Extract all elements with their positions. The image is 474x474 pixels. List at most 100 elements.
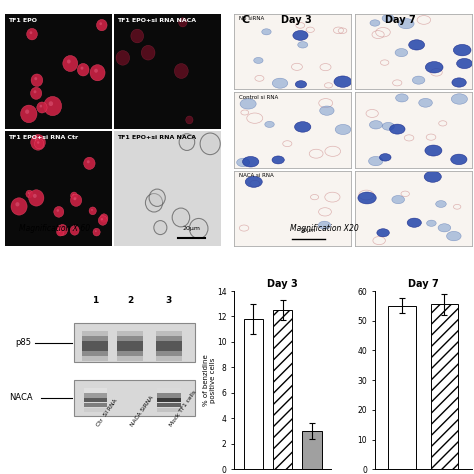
Circle shape — [34, 77, 37, 80]
Circle shape — [131, 29, 144, 43]
Circle shape — [87, 160, 90, 164]
Bar — [156, 346, 182, 351]
Circle shape — [141, 46, 155, 60]
Circle shape — [392, 195, 404, 204]
Circle shape — [73, 197, 76, 201]
Y-axis label: % of benzidine
positive cells: % of benzidine positive cells — [202, 354, 216, 406]
Circle shape — [67, 60, 71, 64]
Circle shape — [147, 195, 161, 210]
Circle shape — [335, 124, 351, 135]
Circle shape — [265, 121, 274, 128]
Circle shape — [91, 209, 93, 211]
Circle shape — [243, 156, 259, 167]
Circle shape — [89, 207, 96, 215]
Circle shape — [436, 201, 446, 208]
Circle shape — [174, 64, 188, 79]
Circle shape — [254, 57, 263, 64]
Circle shape — [100, 214, 108, 222]
Circle shape — [63, 55, 78, 72]
Circle shape — [319, 221, 331, 229]
Text: C: C — [242, 15, 250, 25]
Circle shape — [37, 141, 39, 144]
Circle shape — [380, 154, 391, 161]
Bar — [388, 306, 416, 469]
Bar — [117, 341, 143, 346]
Circle shape — [319, 106, 334, 115]
Circle shape — [56, 228, 64, 236]
Circle shape — [94, 69, 98, 73]
Circle shape — [31, 135, 46, 150]
Circle shape — [31, 74, 43, 87]
Circle shape — [382, 14, 394, 22]
Circle shape — [98, 216, 107, 225]
Circle shape — [358, 192, 376, 204]
Text: 3: 3 — [166, 296, 172, 305]
Circle shape — [412, 76, 425, 84]
Text: Control si RNA: Control si RNA — [239, 95, 278, 100]
Circle shape — [25, 109, 29, 114]
Bar — [83, 393, 107, 398]
Circle shape — [186, 116, 193, 124]
Circle shape — [44, 96, 62, 116]
Bar — [156, 356, 182, 361]
Circle shape — [369, 120, 383, 129]
Circle shape — [30, 87, 42, 100]
Circle shape — [407, 218, 421, 228]
Bar — [156, 331, 182, 336]
Text: TF1 EPO+si RNA NACA: TF1 EPO+si RNA NACA — [117, 135, 196, 140]
Bar — [273, 310, 292, 469]
Circle shape — [26, 190, 33, 198]
Circle shape — [447, 231, 461, 241]
Text: p85: p85 — [16, 338, 32, 347]
Bar — [157, 398, 181, 402]
Circle shape — [179, 18, 187, 27]
Circle shape — [59, 230, 61, 232]
Circle shape — [34, 90, 36, 93]
Text: No siRNA: No siRNA — [239, 17, 264, 21]
Circle shape — [77, 64, 89, 76]
Bar — [83, 408, 107, 412]
Bar — [157, 393, 181, 398]
Circle shape — [453, 45, 471, 56]
Bar — [117, 356, 143, 361]
Circle shape — [398, 18, 414, 29]
Text: Mock TF1 cells: Mock TF1 cells — [169, 390, 198, 428]
Circle shape — [84, 157, 95, 170]
Circle shape — [11, 198, 27, 215]
Circle shape — [295, 81, 307, 88]
Circle shape — [100, 22, 102, 25]
Text: NACA: NACA — [9, 393, 33, 402]
Circle shape — [451, 94, 467, 104]
Circle shape — [150, 191, 164, 205]
Circle shape — [451, 154, 467, 164]
Text: 20μm: 20μm — [301, 228, 316, 233]
Circle shape — [102, 216, 104, 218]
Circle shape — [155, 222, 166, 234]
Circle shape — [49, 101, 53, 106]
Circle shape — [27, 28, 37, 40]
Circle shape — [377, 229, 389, 237]
Bar — [117, 351, 143, 356]
Text: Day 3: Day 3 — [281, 15, 311, 25]
Text: TF1 EPO+si RNA Ctr: TF1 EPO+si RNA Ctr — [8, 135, 78, 140]
Bar — [117, 346, 143, 351]
Circle shape — [438, 224, 451, 232]
Text: Ctr  SI RNA: Ctr SI RNA — [95, 398, 118, 428]
Bar — [156, 336, 182, 341]
Bar — [117, 336, 143, 341]
Circle shape — [28, 192, 29, 194]
Circle shape — [35, 139, 44, 149]
Circle shape — [95, 230, 97, 232]
Bar — [157, 388, 181, 392]
Bar — [82, 336, 109, 341]
Circle shape — [71, 192, 77, 200]
Circle shape — [382, 122, 394, 130]
Text: 1: 1 — [92, 296, 99, 305]
Bar — [156, 351, 182, 356]
Bar — [82, 346, 109, 351]
Title: Day 7: Day 7 — [408, 279, 438, 289]
Circle shape — [29, 31, 32, 34]
Circle shape — [54, 207, 64, 217]
Circle shape — [33, 194, 36, 198]
Bar — [74, 323, 195, 362]
